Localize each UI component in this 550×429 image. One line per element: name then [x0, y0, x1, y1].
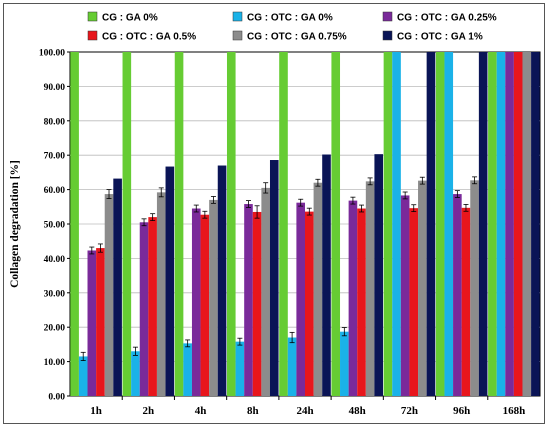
- bar: [96, 248, 105, 396]
- bar: [461, 207, 471, 396]
- x-tick-label: 4h: [195, 405, 207, 417]
- bar: [383, 52, 393, 396]
- y-tick-label: 40.00: [44, 255, 66, 265]
- y-tick-label: 10.00: [44, 358, 66, 368]
- bar: [252, 211, 262, 396]
- y-tick-label: 70.00: [44, 152, 66, 162]
- bar: [87, 250, 97, 396]
- x-tick-label: 2h: [143, 405, 155, 417]
- bar: [392, 52, 401, 396]
- bar: [174, 52, 184, 396]
- bar: [435, 52, 445, 396]
- bar: [400, 195, 410, 396]
- bar: [226, 52, 236, 396]
- bar: [235, 341, 245, 396]
- bar: [244, 204, 253, 396]
- bar: [470, 180, 479, 396]
- bar: [139, 222, 149, 396]
- legend-label: CG : OTC : GA 0%: [247, 13, 333, 24]
- legend-label: CG : GA 0%: [102, 13, 158, 24]
- bar: [426, 52, 436, 396]
- bar: [331, 52, 341, 396]
- legend: CG : GA 0% CG : OTC : GA 0% CG : OTC : GA …: [87, 11, 497, 43]
- y-tick-label: 50.00: [44, 221, 66, 231]
- bar: [269, 160, 279, 396]
- legend-label: CG : OTC : GA 0.75%: [247, 32, 347, 43]
- legend-label: CG : OTC : GA 0.25%: [397, 13, 497, 24]
- y-tick-label: 0.00: [48, 393, 65, 403]
- bar: [104, 194, 114, 396]
- y-tick-label: 60.00: [44, 186, 66, 196]
- x-tick-label: 24h: [296, 405, 313, 417]
- bar: [513, 52, 523, 396]
- x-tick-label: 168h: [503, 405, 526, 417]
- bar: [156, 192, 166, 396]
- legend-label: CG : OTC : GA 1%: [397, 32, 483, 43]
- legend-swatch: [87, 30, 98, 41]
- bar: [313, 182, 323, 396]
- bar: [113, 178, 122, 396]
- bar: [148, 217, 157, 396]
- bar: [365, 181, 375, 396]
- bar: [122, 52, 132, 396]
- bar: [488, 52, 497, 396]
- bar: [357, 208, 366, 396]
- bar: [418, 180, 427, 396]
- y-tick-label: 90.00: [44, 83, 66, 93]
- legend-swatch: [232, 30, 243, 41]
- bar: [409, 208, 419, 396]
- legend-swatch: [382, 30, 393, 41]
- x-tick-label: 48h: [349, 405, 366, 417]
- x-tick-label: 8h: [247, 405, 259, 417]
- bar: [70, 52, 79, 396]
- bar: [78, 356, 88, 396]
- bar: [444, 52, 454, 396]
- bar: [296, 202, 305, 396]
- legend-swatch: [232, 11, 243, 22]
- bar: [478, 52, 488, 396]
- bar: [287, 337, 297, 396]
- error-bars: [80, 176, 478, 361]
- x-axis-ticks: 1h 2h 4h 8h 24h 48h 72h 96h 168h: [90, 396, 525, 417]
- x-tick-label: 72h: [401, 405, 418, 417]
- bar: [505, 52, 514, 396]
- bar: [453, 194, 462, 396]
- bar: [131, 351, 140, 396]
- bar: [191, 208, 201, 396]
- bar: [279, 52, 288, 396]
- legend-swatch: [382, 11, 393, 22]
- x-tick-label: 1h: [90, 405, 102, 417]
- y-tick-label: 30.00: [44, 289, 66, 299]
- bar: [261, 187, 270, 396]
- bar: [340, 331, 349, 396]
- bars: [70, 52, 540, 396]
- bar: [348, 200, 358, 396]
- bar: [165, 166, 175, 396]
- y-axis-label: Collagen degradation [%]: [9, 160, 21, 288]
- bar: [522, 52, 532, 396]
- bar: [496, 52, 506, 396]
- bar: [305, 211, 314, 396]
- bar: [531, 52, 540, 396]
- bar: [209, 199, 218, 396]
- bar: [183, 343, 192, 396]
- y-tick-label: 80.00: [44, 117, 66, 127]
- bar: [217, 165, 227, 396]
- y-tick-label: 20.00: [44, 324, 66, 334]
- bar: [200, 214, 210, 396]
- y-tick-label: 100.00: [39, 49, 65, 59]
- bar: [374, 154, 384, 396]
- legend-label: CG : OTC : GA 0.5%: [102, 32, 196, 43]
- y-axis-ticks: 0.00 10.00 20.00 30.00 40.00 50.00 60.00 70.00 8…: [39, 49, 70, 403]
- legend-swatch: [87, 11, 98, 22]
- x-tick-label: 96h: [453, 405, 470, 417]
- bar: [322, 154, 331, 396]
